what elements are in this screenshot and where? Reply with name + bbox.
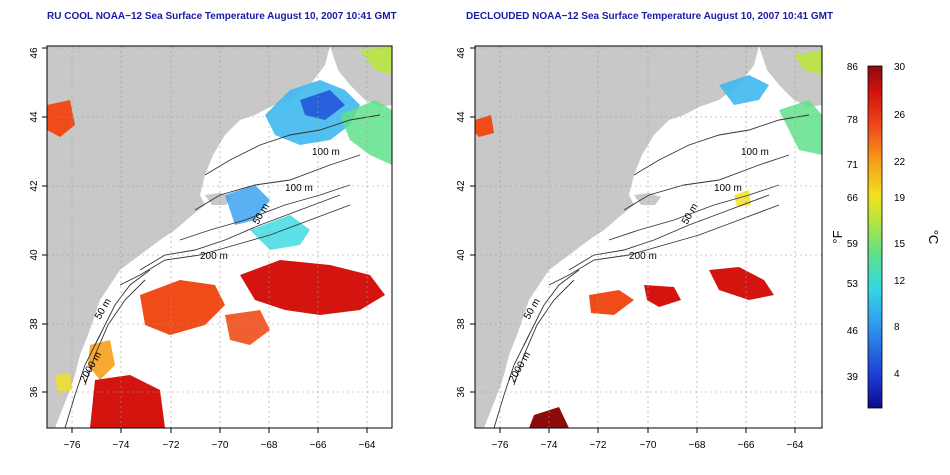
c-tick-label: 22 [894, 157, 906, 168]
lon-tick-labels: −76 −74 −72 −70 −68 −66 −64 [492, 440, 804, 451]
lat-tick-label: 36 [456, 386, 467, 398]
c-tick-label: 30 [894, 62, 906, 73]
f-tick-label: 66 [847, 193, 859, 204]
graticule [47, 46, 392, 428]
right-sst-map: 100 m 100 m 50 m 200 m 50 m 2000 m −76 −… [456, 45, 823, 451]
lat-tick-label: 42 [29, 180, 40, 192]
f-tick-label: 71 [847, 160, 859, 171]
lat-tick-label: 44 [29, 111, 40, 123]
lon-tick-label: −64 [787, 440, 804, 451]
land-cape-cod [205, 193, 232, 205]
celsius-unit-label: °C [926, 230, 938, 245]
f-tick-label: 46 [847, 326, 859, 337]
lat-tick-label: 42 [456, 180, 467, 192]
temperature-colorbar: 86 78 71 66 59 53 46 39 30 26 22 19 15 1… [830, 62, 938, 409]
contour-label: 200 m [629, 251, 657, 262]
contour-label: 100 m [312, 147, 340, 158]
lon-tick-label: −72 [163, 440, 180, 451]
graticule [475, 46, 822, 428]
f-tick-label: 59 [847, 239, 859, 250]
lon-tick-label: −74 [541, 440, 558, 451]
contour-label: 200 m [200, 251, 228, 262]
depth-contours [493, 114, 810, 428]
lat-tick-labels: 36 38 40 42 44 46 [29, 47, 40, 398]
left-map-title: RU COOL NOAA−12 Sea Surface Temperature … [47, 11, 397, 22]
axis-ticks [470, 47, 796, 433]
contour-label: 100 m [285, 183, 313, 194]
lon-tick-labels: −76 −74 −72 −70 −68 −66 −64 [64, 440, 376, 451]
celsius-ticks: 30 26 22 19 15 12 8 4 [894, 62, 906, 380]
lat-tick-label: 46 [456, 47, 467, 59]
lon-tick-label: −66 [310, 440, 327, 451]
c-tick-label: 19 [894, 193, 906, 204]
lon-tick-label: −66 [738, 440, 755, 451]
land-mass [475, 46, 759, 428]
c-tick-label: 8 [894, 322, 900, 333]
lon-tick-label: −76 [492, 440, 509, 451]
c-tick-label: 12 [894, 276, 906, 287]
depth-contours [64, 114, 381, 428]
fahrenheit-unit-label: °F [830, 230, 845, 243]
lat-tick-label: 38 [29, 318, 40, 330]
f-tick-label: 53 [847, 279, 859, 290]
f-tick-label: 86 [847, 62, 859, 73]
colorbar-gradient [867, 65, 883, 409]
lat-tick-label: 46 [29, 47, 40, 59]
contour-label: 100 m [714, 183, 742, 194]
lat-tick-label: 44 [456, 111, 467, 123]
lat-tick-label: 40 [29, 249, 40, 261]
lon-tick-label: −70 [640, 440, 657, 451]
lon-tick-label: −72 [590, 440, 607, 451]
c-tick-label: 4 [894, 369, 900, 380]
right-map-title: DECLOUDED NOAA−12 Sea Surface Temperatur… [466, 11, 834, 22]
lon-tick-label: −64 [359, 440, 376, 451]
c-tick-label: 15 [894, 239, 906, 250]
lon-tick-label: −68 [261, 440, 278, 451]
lon-tick-label: −76 [64, 440, 81, 451]
lon-tick-label: −74 [113, 440, 130, 451]
axis-ticks [42, 47, 368, 433]
fahrenheit-ticks: 86 78 71 66 59 53 46 39 [847, 62, 859, 383]
left-sst-map: 100 m 100 m 50 m 200 m 50 m 2000 m −76 − [29, 45, 393, 451]
lat-tick-label: 40 [456, 249, 467, 261]
lat-tick-labels: 36 38 40 42 44 46 [456, 47, 467, 398]
f-tick-label: 39 [847, 372, 859, 383]
contour-label: 100 m [741, 147, 769, 158]
lat-tick-label: 36 [29, 386, 40, 398]
lat-tick-label: 38 [456, 318, 467, 330]
land-cape-cod [634, 193, 661, 205]
f-tick-label: 78 [847, 115, 859, 126]
sst-data-patches [475, 50, 822, 428]
lon-tick-label: −70 [212, 440, 229, 451]
lon-tick-label: −68 [689, 440, 706, 451]
c-tick-label: 26 [894, 110, 906, 121]
land-mass [47, 46, 330, 428]
